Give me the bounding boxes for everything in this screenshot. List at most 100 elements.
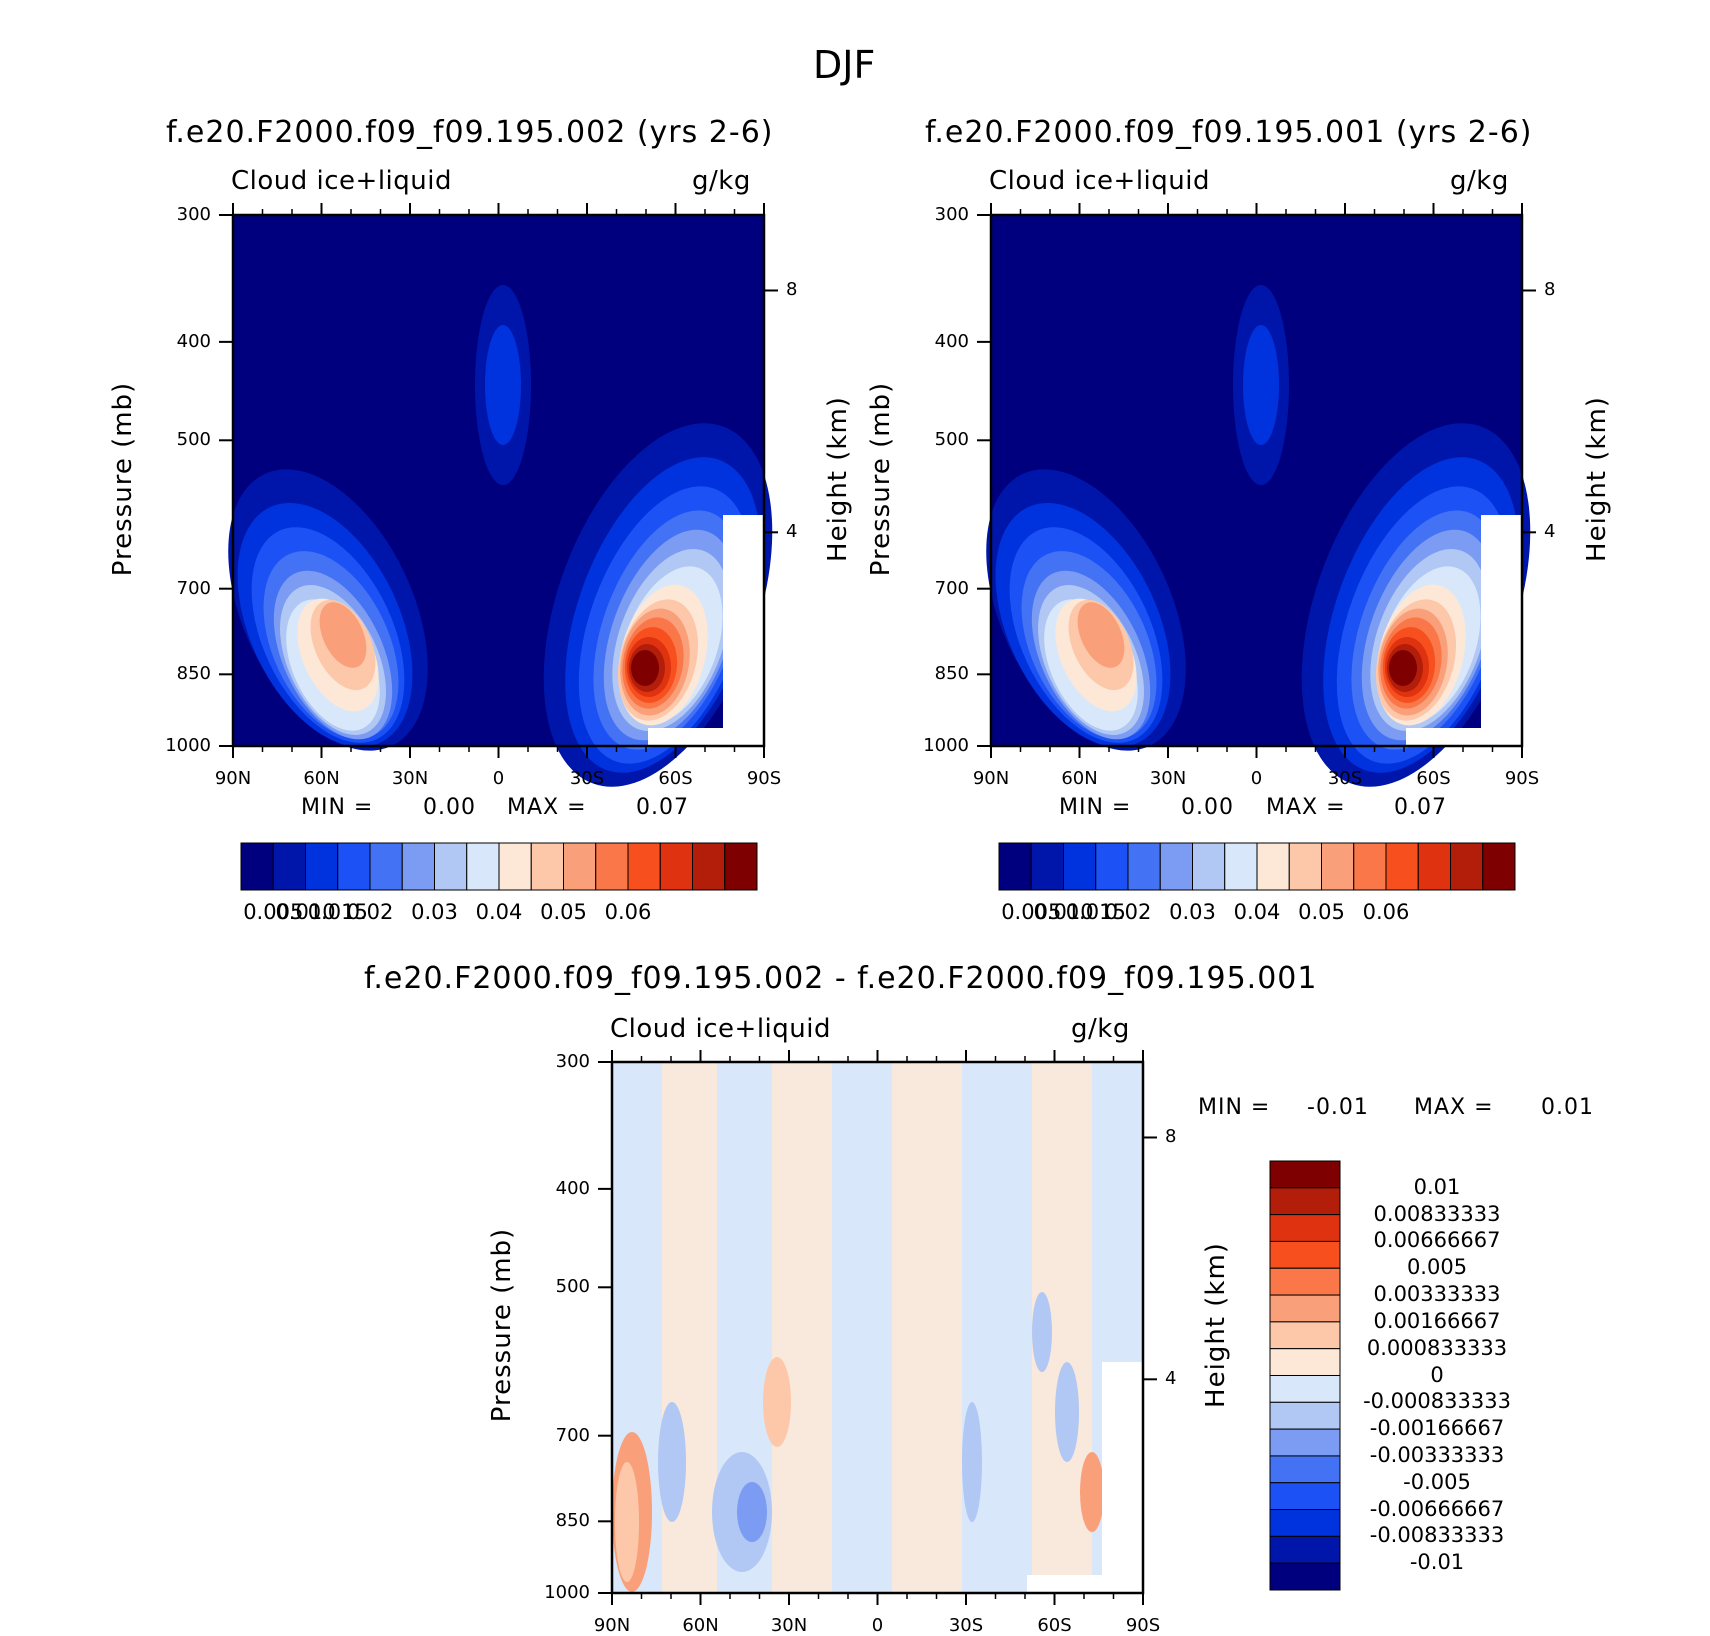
colorbar-label: 0.015	[307, 900, 368, 924]
colorbar-label: 0.03	[1169, 900, 1216, 924]
colorbar-label: 0	[1430, 1362, 1444, 1387]
colorbar-label: 0.00166667	[1373, 1308, 1501, 1333]
colorbar-swatch	[692, 842, 726, 891]
y-right-tick-label: 8	[1165, 1126, 1177, 1148]
x-tick-label: 90N	[593, 1615, 631, 1636]
colorbar-swatch	[627, 842, 661, 891]
panel-1-max-value: 0.07	[636, 795, 689, 820]
panel-3-tick-marks	[598, 1050, 1157, 1605]
panel-1-units: g/kg	[692, 166, 751, 196]
panel-1-colorbar	[240, 842, 758, 891]
panel-2-field	[986, 285, 1531, 787]
y-tick-label: 500	[934, 429, 969, 451]
colorbar-swatch	[1385, 842, 1419, 891]
panel-1-min-value: 0.00	[423, 795, 476, 820]
colorbar-label: 0.00833333	[1373, 1201, 1501, 1226]
colorbar-label: 0.02	[346, 900, 394, 924]
panel-3-units: g/kg	[1071, 1014, 1130, 1044]
colorbar-label: 0.04	[475, 900, 523, 924]
colorbar-swatch	[1450, 842, 1484, 891]
x-tick-label: 0	[871, 1615, 884, 1636]
colorbar-swatch	[1269, 1482, 1341, 1511]
colorbar-swatch	[1288, 842, 1322, 891]
x-tick-label: 60N	[1061, 768, 1098, 789]
x-tick-label: 30S	[1327, 768, 1363, 789]
panel-3-field	[612, 1062, 1143, 1593]
colorbar-swatch	[466, 842, 500, 891]
colorbar-swatch	[1127, 842, 1161, 891]
colorbar-swatch	[369, 842, 403, 891]
contour-region	[892, 1062, 962, 1593]
x-tick-label: 90S	[1504, 768, 1540, 789]
colorbar-label: -0.00166667	[1369, 1416, 1505, 1441]
contour-region	[1032, 1292, 1052, 1372]
colorbar-swatch	[1269, 1321, 1341, 1350]
contour-region	[485, 325, 521, 445]
colorbar-swatch	[1417, 842, 1451, 891]
colorbar-label: -0.00333333	[1369, 1442, 1505, 1467]
colorbar-label: 0.000833333	[1366, 1335, 1508, 1360]
y-tick-label: 1000	[923, 735, 969, 756]
missing-data	[723, 515, 764, 746]
x-tick-label: 60S	[658, 768, 693, 789]
contour-region	[1389, 650, 1417, 686]
panel-2-min-label: MIN =	[1059, 795, 1132, 820]
x-tick-label: 30S	[569, 768, 605, 789]
panel-2-colorbar	[998, 842, 1516, 891]
panel-1-field	[228, 285, 773, 787]
x-tick-label: 60N	[303, 768, 340, 789]
colorbar-label: 0.005	[1001, 900, 1062, 924]
colorbar-swatch	[1159, 842, 1193, 891]
panel-3-min-label: MIN =	[1198, 1095, 1271, 1120]
panel-1-variable: Cloud ice+liquid	[231, 166, 452, 196]
colorbar-swatch	[1269, 1267, 1341, 1296]
y-tick-label: 850	[176, 663, 211, 685]
colorbar-label: -0.005	[1403, 1469, 1471, 1494]
colorbar-swatch	[1269, 1509, 1341, 1537]
y-right-tick-label: 4	[1165, 1368, 1177, 1390]
panel-1-max-label: MAX =	[507, 795, 587, 820]
colorbar-swatch	[1269, 1375, 1341, 1403]
colorbar-swatch	[1269, 1562, 1341, 1591]
colorbar-label: 0.06	[1362, 900, 1410, 924]
colorbar-swatch	[1269, 1455, 1341, 1484]
x-tick-label: 60N	[682, 1615, 719, 1636]
x-tick-label: 30N	[770, 1615, 808, 1636]
contour-region	[772, 1062, 832, 1593]
colorbar-swatch	[1482, 842, 1516, 891]
panel-2-ylabel: Pressure (mb)	[866, 381, 896, 577]
contour-region	[615, 1462, 639, 1582]
y-tick-label: 700	[934, 577, 969, 599]
panel-2-plot	[977, 203, 1536, 787]
x-tick-label: 0	[1250, 768, 1263, 789]
colorbar-label: -0.00666667	[1369, 1496, 1505, 1521]
panel-3-min-value: -0.01	[1307, 1095, 1369, 1120]
panel-2-ylabel-right: Height (km)	[1582, 396, 1612, 562]
y-tick-label: 700	[555, 1424, 590, 1446]
panel-2-variable: Cloud ice+liquid	[989, 166, 1210, 196]
colorbar-label: 0.02	[1104, 900, 1152, 924]
contour-region	[1055, 1362, 1079, 1462]
x-tick-label: 90N	[972, 768, 1010, 789]
colorbar-swatch	[1269, 1535, 1341, 1564]
colorbar-swatch	[1269, 1294, 1341, 1323]
colorbar-label: 0.005	[1406, 1255, 1468, 1280]
panel-2-max-label: MAX =	[1266, 795, 1346, 820]
y-tick-label: 300	[555, 1051, 590, 1072]
colorbar-swatch	[1095, 842, 1129, 891]
y-right-tick-label: 8	[786, 279, 798, 301]
y-tick-label: 500	[555, 1276, 590, 1298]
x-tick-label: 60S	[1416, 768, 1451, 789]
colorbar-label: -0.01	[1409, 1550, 1465, 1575]
missing-data	[1481, 515, 1522, 746]
colorbar-label: -0.00833333	[1369, 1523, 1505, 1548]
y-tick-label: 1000	[165, 735, 211, 756]
contour-region	[1243, 325, 1279, 445]
colorbar-swatch	[272, 842, 306, 891]
x-tick-label: 90S	[746, 768, 782, 789]
colorbar-swatch	[659, 842, 693, 891]
panel-3-ylabel: Pressure (mb)	[487, 1227, 517, 1423]
y-tick-label: 400	[555, 1177, 590, 1199]
colorbar-label: 0.00333333	[1373, 1282, 1501, 1307]
colorbar-swatch	[240, 842, 274, 891]
